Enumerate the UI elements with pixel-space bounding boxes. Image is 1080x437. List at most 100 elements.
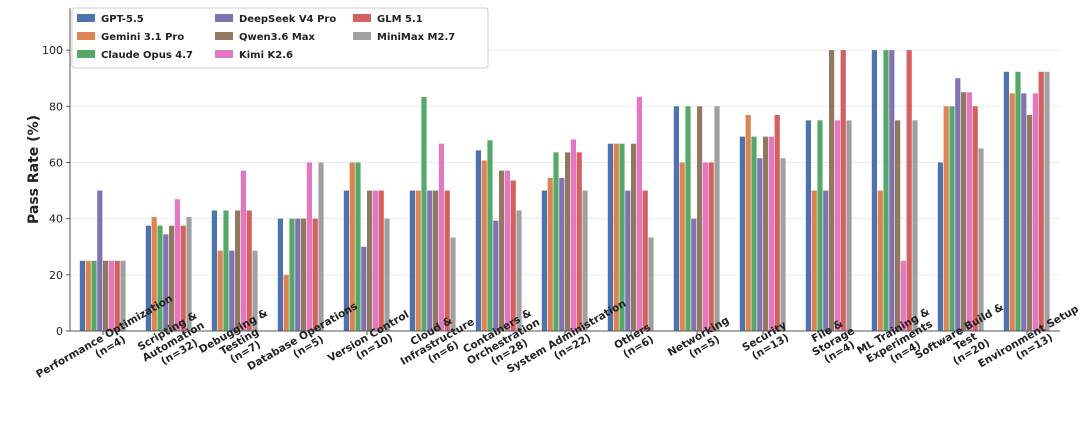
bar xyxy=(1021,93,1027,331)
bar xyxy=(79,260,85,331)
bar xyxy=(541,190,547,331)
legend-label: Qwen3.6 Max xyxy=(239,32,316,43)
bar xyxy=(180,225,186,331)
bar xyxy=(889,50,895,331)
bar xyxy=(504,170,510,331)
bar xyxy=(108,260,114,331)
bar xyxy=(900,260,906,331)
bar xyxy=(877,190,883,331)
bar xyxy=(438,143,444,331)
bar xyxy=(817,120,823,331)
bar xyxy=(780,158,786,331)
bar xyxy=(1027,115,1033,331)
bar xyxy=(619,143,625,331)
legend-box xyxy=(71,7,489,69)
legend-label: Gemini 3.1 Pro xyxy=(101,32,184,43)
ticks-layer: 0 20 40 60 80 100 xyxy=(42,44,70,338)
y-tick-label: 80 xyxy=(49,100,63,113)
bar xyxy=(217,250,223,331)
bar xyxy=(553,152,559,331)
bar xyxy=(295,218,301,331)
bar xyxy=(97,190,103,331)
bar xyxy=(895,120,901,331)
bar xyxy=(685,106,691,331)
bar xyxy=(846,120,852,331)
legend-swatch xyxy=(215,32,233,40)
legend: GPT-5.5 Gemini 3.1 Pro Claude Opus 4.7 Deep… xyxy=(71,7,489,69)
bar xyxy=(565,152,571,331)
bar xyxy=(85,260,91,331)
bar xyxy=(246,210,252,331)
bar xyxy=(697,106,703,331)
bar xyxy=(444,190,450,331)
y-axis-label: Pass Rate (%) xyxy=(26,115,42,224)
bar xyxy=(384,218,390,331)
bar xyxy=(912,120,918,331)
y-tick-label: 60 xyxy=(49,156,63,169)
bar xyxy=(631,143,637,331)
bar xyxy=(103,260,109,331)
bar xyxy=(169,225,175,331)
y-tick-label: 20 xyxy=(49,269,63,282)
legend-label: GLM 5.1 xyxy=(377,14,423,25)
bar xyxy=(409,190,415,331)
bar xyxy=(648,237,654,331)
bar xyxy=(679,162,685,331)
bar xyxy=(673,106,679,331)
bar xyxy=(823,190,829,331)
bar xyxy=(607,143,613,331)
bar xyxy=(372,190,378,331)
bar xyxy=(318,162,324,331)
bar xyxy=(745,115,751,331)
bar xyxy=(343,190,349,331)
bar xyxy=(516,210,522,331)
bar xyxy=(883,50,889,331)
bar xyxy=(757,158,763,331)
bar xyxy=(186,216,192,331)
bar xyxy=(301,218,307,331)
bar xyxy=(450,237,456,331)
bar xyxy=(625,190,631,331)
legend-swatch xyxy=(77,32,95,40)
bar xyxy=(949,106,955,331)
bar xyxy=(691,218,697,331)
bar xyxy=(774,115,780,331)
bar xyxy=(702,162,708,331)
bar xyxy=(966,92,972,331)
bar xyxy=(943,106,949,331)
legend-label: MiniMax M2.7 xyxy=(377,32,455,43)
bar xyxy=(708,162,714,331)
bar xyxy=(235,210,241,331)
legend-swatch xyxy=(77,14,95,22)
bar xyxy=(906,50,912,331)
bar xyxy=(91,260,97,331)
bar xyxy=(829,50,835,331)
y-tick-label: 0 xyxy=(56,325,63,338)
bar xyxy=(421,97,427,331)
bar xyxy=(714,106,720,331)
bar xyxy=(547,177,553,331)
y-tick-label: 40 xyxy=(49,213,63,226)
bar xyxy=(361,246,367,331)
bar xyxy=(211,210,217,331)
legend-label: Claude Opus 4.7 xyxy=(101,50,193,61)
legend-swatch xyxy=(353,14,371,22)
bar xyxy=(937,162,943,331)
bar xyxy=(427,190,433,331)
bar xyxy=(499,170,505,331)
bar xyxy=(475,150,481,331)
bar xyxy=(840,50,846,331)
bar xyxy=(252,250,258,331)
bar xyxy=(223,210,229,331)
bar xyxy=(481,160,487,331)
bar xyxy=(751,136,757,331)
y-tick-label: 100 xyxy=(42,44,63,57)
bar xyxy=(493,220,499,331)
bar xyxy=(978,148,984,331)
bars-layer xyxy=(79,50,1050,331)
legend-swatch xyxy=(215,14,233,22)
bar xyxy=(559,177,565,331)
bar xyxy=(367,190,373,331)
bar xyxy=(768,136,774,331)
